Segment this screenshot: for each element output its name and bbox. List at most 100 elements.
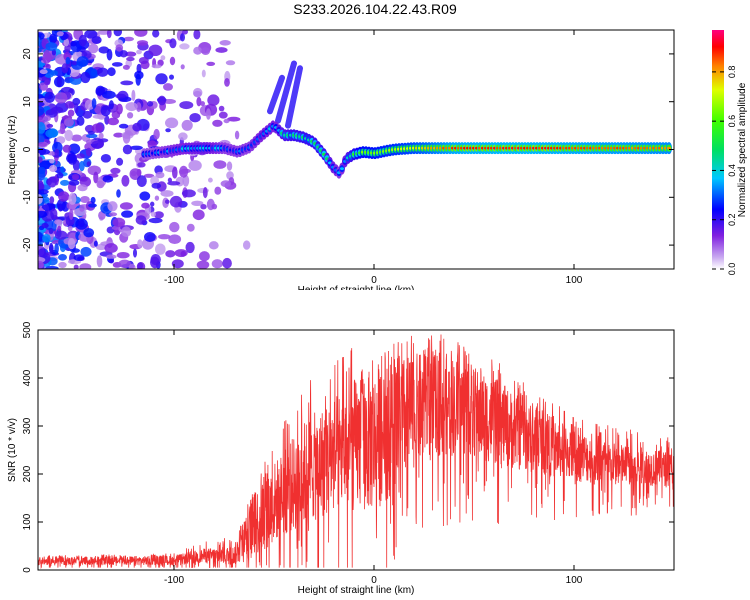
noise-blob bbox=[56, 136, 66, 144]
noise-blob bbox=[97, 30, 110, 35]
noise-blob bbox=[213, 160, 227, 169]
noise-blob bbox=[88, 203, 97, 208]
noise-blob bbox=[56, 198, 66, 211]
noise-blob bbox=[148, 44, 163, 56]
noise-blob bbox=[68, 179, 80, 186]
noise-blob bbox=[169, 56, 176, 66]
noise-blob bbox=[87, 130, 95, 135]
noise-blob bbox=[50, 106, 64, 114]
top-y-axis-label: Frequency (Hz) bbox=[7, 116, 18, 185]
noise-blob bbox=[211, 203, 218, 210]
noise-blob bbox=[91, 98, 97, 109]
noise-blob bbox=[84, 30, 98, 39]
noise-blob bbox=[138, 57, 149, 64]
noise-blob bbox=[59, 123, 66, 135]
noise-blob bbox=[77, 184, 88, 192]
noise-blob bbox=[165, 117, 179, 129]
noise-blob bbox=[85, 147, 92, 157]
noise-blob bbox=[38, 105, 45, 117]
noise-blob bbox=[107, 67, 116, 77]
noise-blob bbox=[108, 258, 115, 264]
noise-blob bbox=[222, 257, 232, 269]
noise-blob bbox=[80, 71, 91, 84]
noise-blob bbox=[207, 94, 220, 106]
noise-blob bbox=[116, 252, 130, 259]
noise-blob bbox=[38, 148, 50, 155]
noise-blob bbox=[199, 251, 210, 262]
noise-blob bbox=[171, 259, 184, 269]
noise-blob bbox=[133, 248, 137, 258]
noise-blob bbox=[107, 117, 119, 126]
noise-blob bbox=[141, 202, 150, 209]
bot-y-tick-label: 300 bbox=[22, 417, 33, 434]
noise-blob bbox=[219, 40, 231, 46]
bot-y-tick-label: 400 bbox=[22, 369, 33, 386]
noise-blob bbox=[54, 230, 68, 240]
noise-blob bbox=[38, 36, 41, 47]
noise-blob bbox=[120, 80, 134, 86]
noise-blob bbox=[137, 162, 146, 168]
noise-blob bbox=[64, 129, 73, 142]
noise-blob bbox=[93, 240, 98, 247]
noise-blob bbox=[181, 189, 196, 198]
noise-blob bbox=[49, 242, 54, 254]
noise-blob bbox=[39, 69, 48, 75]
top-x-tick-label: 100 bbox=[566, 275, 583, 286]
noise-blob bbox=[218, 105, 225, 112]
noise-blob bbox=[131, 89, 136, 102]
noise-blob bbox=[169, 221, 180, 233]
noise-blob bbox=[211, 259, 223, 269]
noise-streak bbox=[267, 74, 285, 115]
noise-blobs bbox=[38, 30, 303, 269]
noise-blob bbox=[96, 255, 103, 268]
noise-blob bbox=[111, 62, 123, 67]
noise-blob bbox=[180, 33, 185, 42]
noise-blob bbox=[38, 32, 45, 40]
noise-blob bbox=[91, 140, 104, 149]
noise-blob bbox=[102, 175, 114, 183]
bot-x-tick-label: -100 bbox=[164, 575, 184, 586]
noise-blob bbox=[139, 191, 151, 201]
noise-blob bbox=[67, 238, 76, 250]
noise-blob bbox=[41, 222, 49, 229]
noise-blob bbox=[108, 212, 118, 217]
noise-blob bbox=[182, 30, 188, 35]
noise-blob bbox=[108, 100, 114, 110]
top-y-tick-label: -10 bbox=[22, 190, 33, 205]
noise-blob bbox=[106, 30, 112, 39]
noise-blob bbox=[62, 33, 69, 40]
noise-blob bbox=[188, 160, 202, 171]
noise-blob bbox=[49, 164, 58, 173]
noise-blob bbox=[169, 74, 174, 80]
noise-blob bbox=[223, 118, 230, 124]
noise-blob bbox=[185, 241, 195, 254]
noise-blob bbox=[169, 195, 183, 208]
figure-title: S233.2026.104.22.43.R09 bbox=[293, 1, 457, 17]
bot-y-axis-label: SNR (10 * v/v) bbox=[7, 418, 18, 482]
noise-streak bbox=[285, 65, 303, 129]
noise-blob bbox=[45, 42, 58, 51]
noise-blob bbox=[60, 166, 65, 173]
noise-blob bbox=[56, 75, 62, 88]
noise-blob bbox=[54, 92, 68, 104]
noise-blob bbox=[54, 243, 59, 255]
noise-blob bbox=[201, 47, 211, 55]
bot-x-tick-label: 100 bbox=[566, 575, 583, 586]
noise-blob bbox=[136, 262, 146, 269]
noise-blob bbox=[38, 101, 45, 107]
noise-blob bbox=[115, 44, 124, 52]
noise-blob bbox=[155, 243, 166, 255]
noise-blob bbox=[206, 61, 216, 66]
noise-blob bbox=[179, 165, 189, 178]
noise-blob bbox=[151, 64, 162, 69]
ridge-core bbox=[340, 167, 344, 171]
noise-blob bbox=[212, 119, 223, 127]
bot-y-tick-label: 100 bbox=[22, 513, 33, 530]
noise-blob bbox=[76, 116, 85, 126]
noise-blob bbox=[125, 102, 138, 112]
noise-blob bbox=[128, 263, 136, 269]
noise-blob bbox=[42, 233, 51, 243]
noise-blob bbox=[70, 40, 77, 47]
noise-blob bbox=[144, 232, 156, 242]
noise-blob bbox=[151, 182, 162, 189]
